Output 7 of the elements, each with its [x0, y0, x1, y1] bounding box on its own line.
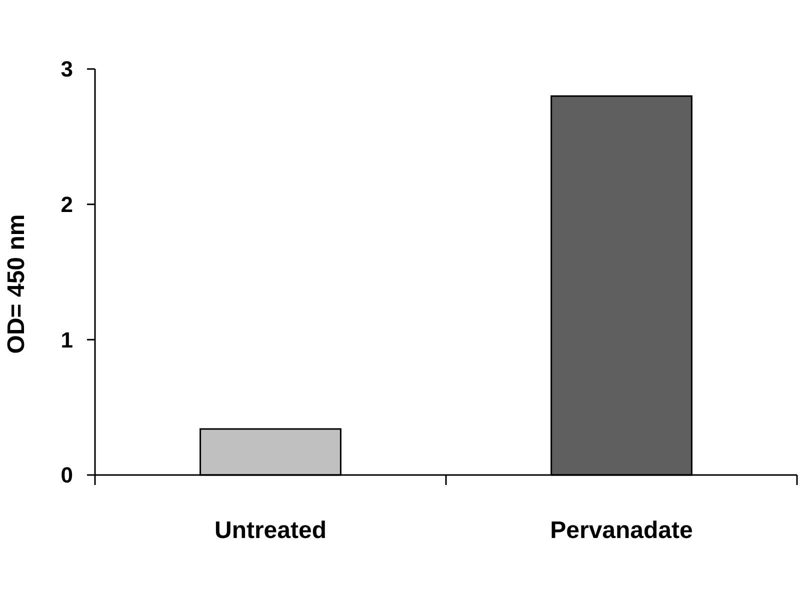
y-tick-label: 1 — [60, 327, 73, 352]
x-tick-label: Untreated — [214, 517, 327, 544]
y-tick-label: 3 — [60, 56, 73, 82]
y-tick-label: 2 — [60, 192, 73, 218]
x-tick-label: Pervanadate — [550, 517, 693, 544]
y-axis-title: OD= 450 nm — [3, 214, 30, 354]
y-tick-label: 0 — [60, 462, 73, 488]
